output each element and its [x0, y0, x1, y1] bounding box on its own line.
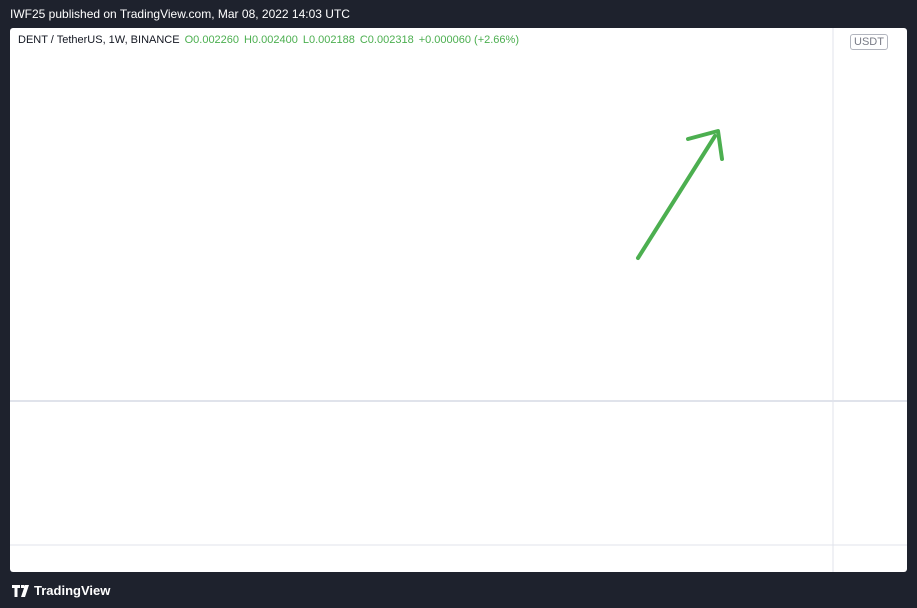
legend-low: L0.002188: [302, 34, 355, 46]
chart-background: [10, 28, 907, 572]
footer-logo: TradingView: [12, 583, 110, 598]
publish-info: IWF25 published on TradingView.com, Mar …: [10, 7, 350, 21]
legend-close: C0.002318: [359, 34, 414, 46]
legend-symbol: DENT / TetherUS, 1W, BINANCE: [18, 34, 180, 46]
legend: DENT / TetherUS, 1W, BINANCE O0.002260 H…: [18, 34, 519, 46]
legend-high: H0.002400: [244, 34, 298, 46]
annotation-arrow: [636, 134, 717, 260]
currency-button[interactable]: USDT: [850, 34, 888, 50]
legend-open: O0.002260: [184, 34, 240, 46]
annotation-arrowhead: [686, 129, 724, 161]
logo-icon: [12, 584, 29, 597]
legend-change: +0.000060 (+2.66%): [418, 34, 519, 46]
logo-text: TradingView: [34, 583, 111, 598]
